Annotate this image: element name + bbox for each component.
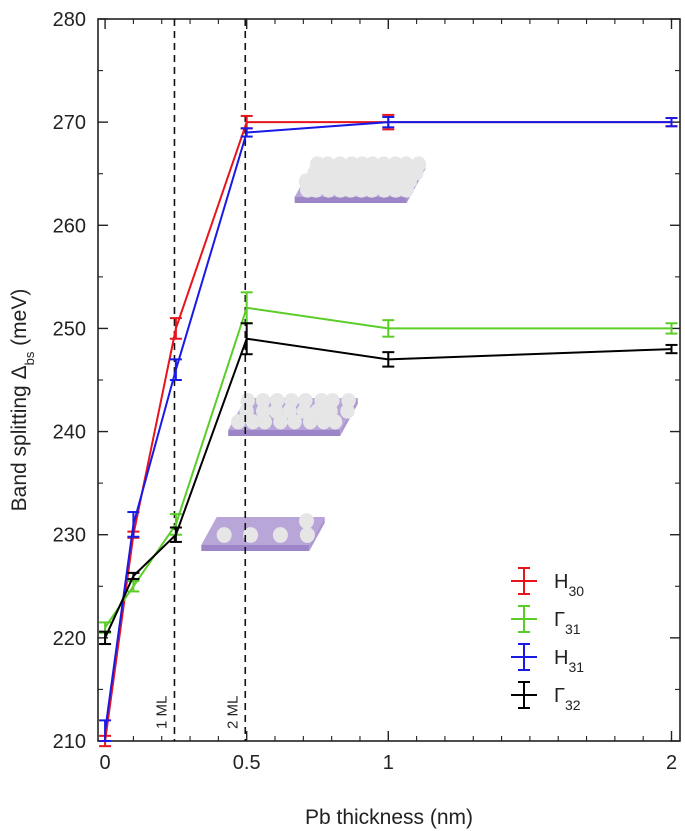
- particle: [308, 181, 324, 198]
- error-bar-point: [665, 343, 678, 355]
- slab-right-side: [309, 517, 325, 551]
- legend-label: Γ31: [554, 609, 581, 637]
- error-bar-point: [127, 580, 140, 593]
- error-bar-point: [382, 351, 395, 368]
- ml-label: 2 ML: [224, 696, 241, 729]
- legend-entry: H31: [511, 643, 584, 675]
- axes: 210 220 230 240 250 260 270 280 0 0.5 1 2: [53, 9, 681, 774]
- particle: [231, 414, 246, 430]
- series-2: [99, 115, 678, 742]
- x-tick-label: 1: [383, 752, 394, 774]
- particle: [243, 527, 259, 543]
- legend-label: Γ32: [554, 685, 581, 713]
- error-bar-point: [99, 630, 112, 646]
- data-series: [99, 113, 678, 748]
- series-3: [99, 322, 678, 646]
- y-tick-label: 220: [53, 628, 86, 650]
- y-tick-label: 270: [53, 112, 86, 134]
- particle: [287, 414, 302, 430]
- particle: [376, 181, 392, 198]
- particle: [216, 527, 232, 543]
- error-bar-point: [169, 358, 182, 381]
- legend: H30 Γ31 H31 Γ32: [511, 567, 584, 713]
- y-tick-label: 230: [53, 525, 86, 547]
- surface-illustration-sparse: [201, 513, 325, 551]
- particle: [343, 181, 359, 198]
- error-bar-point: [382, 115, 395, 129]
- surface-illustrations: [201, 156, 427, 551]
- particle: [273, 414, 288, 430]
- axis-titles: Pb thickness (nm) Band splitting Δbs (meV…: [8, 289, 473, 829]
- error-bar-point: [665, 322, 678, 335]
- series-0: [99, 113, 678, 748]
- series-line: [104, 337, 672, 639]
- particle: [272, 527, 288, 543]
- error-bar-point: [127, 571, 140, 581]
- series-line: [104, 121, 672, 731]
- particle: [321, 181, 337, 198]
- y-axis-title: Band splitting Δbs (meV): [8, 289, 37, 512]
- surface-illustration-dense: [294, 156, 427, 203]
- x-axis-title: Pb thickness (nm): [305, 806, 473, 829]
- legend-entry: Γ32: [511, 681, 581, 713]
- x-tick-label: 0: [100, 752, 111, 774]
- particle: [388, 181, 404, 198]
- legend-label: H30: [554, 571, 584, 599]
- ml-label: 1 ML: [153, 696, 170, 729]
- slab-side: [201, 545, 310, 551]
- particle: [399, 181, 414, 198]
- particle: [327, 414, 343, 430]
- error-bar-point: [99, 719, 112, 742]
- particle: [245, 414, 261, 430]
- y-tick-label: 260: [53, 215, 86, 237]
- y-tick-label: 250: [53, 318, 86, 340]
- legend-entry: H30: [511, 567, 584, 599]
- surface-illustration-medium: [228, 392, 358, 436]
- slab-side: [228, 430, 341, 436]
- error-bar-point: [169, 317, 182, 340]
- legend-label: H31: [554, 647, 584, 675]
- particle: [257, 414, 272, 430]
- y-tick-label: 210: [53, 731, 86, 753]
- error-bar-point: [382, 319, 395, 338]
- error-bar-point: [240, 127, 253, 138]
- particle: [316, 414, 331, 430]
- series-line: [104, 121, 672, 742]
- particle: [299, 527, 315, 543]
- particle: [340, 403, 355, 419]
- error-bar-point: [240, 322, 253, 356]
- legend-entry: Γ31: [511, 605, 581, 637]
- particle: [353, 181, 369, 198]
- series-1: [99, 291, 678, 634]
- error-bar-point: [127, 511, 140, 538]
- particle: [255, 392, 271, 409]
- particle: [303, 414, 318, 430]
- particle: [364, 181, 380, 198]
- error-bar-point: [169, 526, 182, 543]
- slab-side: [294, 197, 407, 203]
- series-line: [104, 306, 672, 629]
- particle: [310, 403, 325, 419]
- particle: [299, 513, 314, 529]
- y-tick-label: 280: [53, 9, 86, 31]
- error-bar-point: [665, 117, 678, 128]
- x-tick-label: 0.5: [233, 752, 261, 774]
- y-tick-label: 240: [53, 422, 86, 444]
- slab-top: [201, 517, 325, 545]
- x-tick-label: 2: [666, 752, 677, 774]
